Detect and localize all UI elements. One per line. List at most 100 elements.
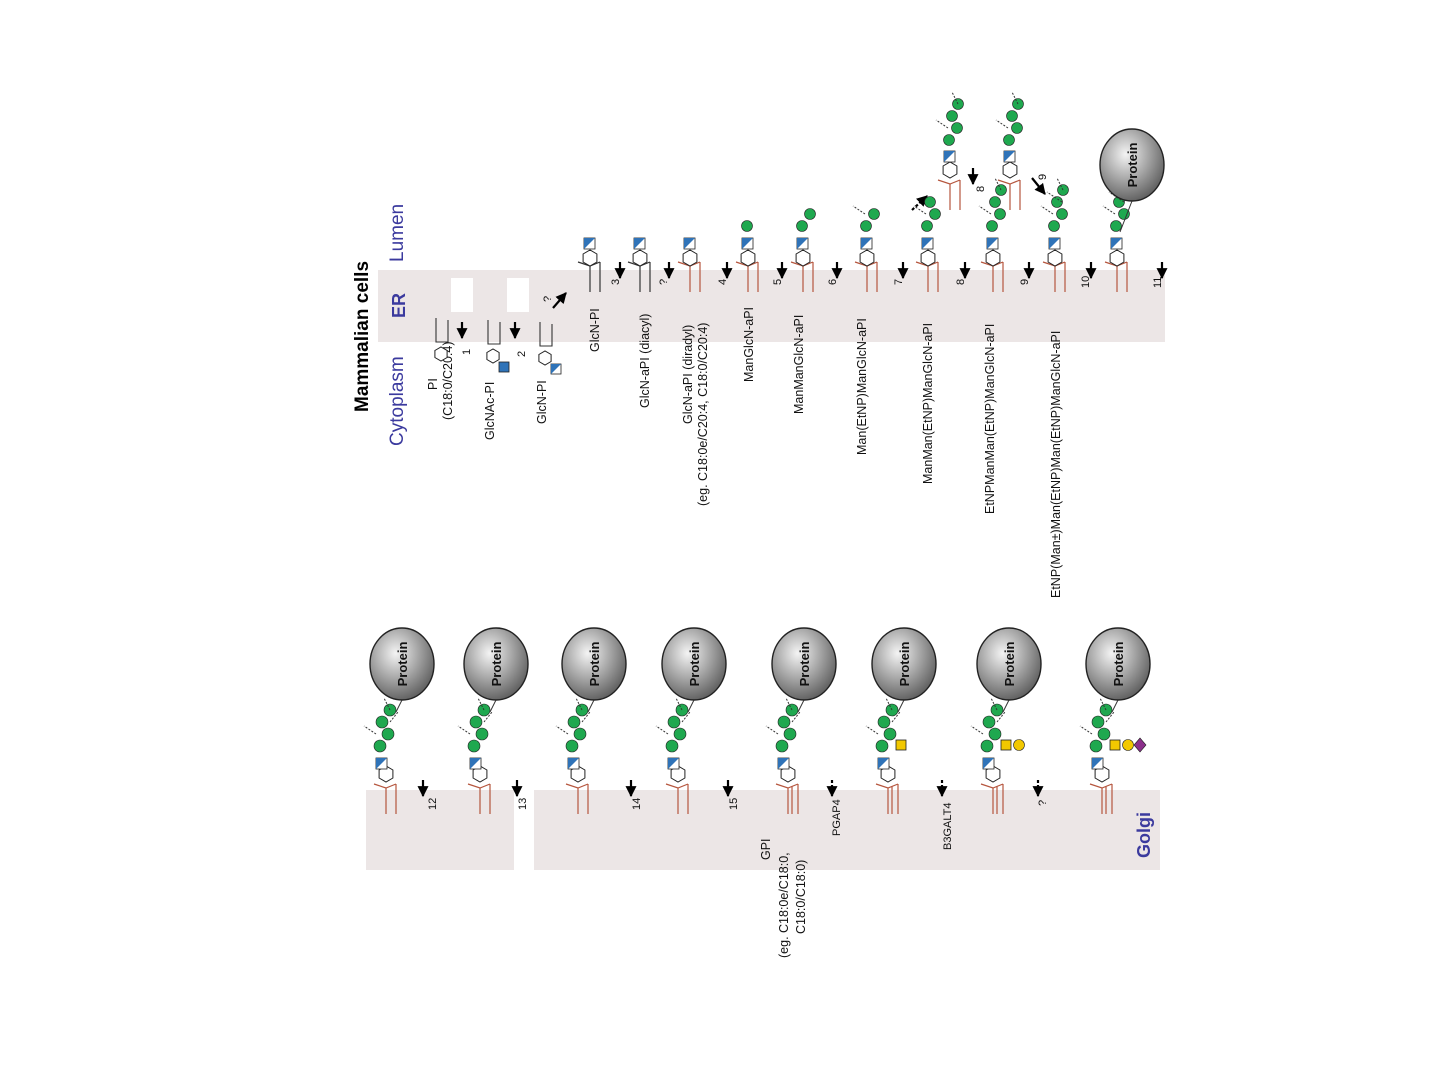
golgi-band-right <box>534 790 1160 870</box>
glcn-half-fill <box>778 758 789 769</box>
protein-label: Protein <box>1111 642 1126 687</box>
glcn-half-fill <box>470 758 481 769</box>
region-lumen: Lumen <box>387 204 408 262</box>
step-3: 3 <box>610 279 622 285</box>
etnp-linker <box>581 711 591 723</box>
mannose-circle <box>783 727 797 741</box>
etnp-linker <box>575 697 583 711</box>
etnp-linker <box>555 725 569 735</box>
step-golgi-unknown: ? <box>1037 800 1049 806</box>
golgi-gpi-glyph <box>457 697 493 814</box>
glycerol-backbone <box>937 179 961 185</box>
glycerol-backbone <box>665 783 689 789</box>
glcn-half-fill <box>684 238 695 249</box>
glycerol-backbone <box>875 783 899 789</box>
glcn-half-fill <box>1049 238 1060 249</box>
etnp-linker <box>1099 697 1107 711</box>
step-8: 8 <box>955 279 967 285</box>
etnp-linker <box>1056 177 1064 191</box>
region-golgi: Golgi <box>1134 812 1154 858</box>
glcn-half-fill <box>551 364 561 374</box>
mannose-circle <box>665 739 679 753</box>
label-glcnac-pi: GlcNAc-PI <box>483 382 497 440</box>
golgi-gpi-glyph <box>865 697 907 814</box>
label-glcn-api-diradyl: GlcN-aPI (diradyl) <box>681 325 695 424</box>
etnp-linker <box>978 205 992 215</box>
mannose-circle <box>1011 122 1023 134</box>
protein-linker <box>1111 699 1119 713</box>
etnp-linker <box>885 697 893 711</box>
label-gpi-lipids-2: C18:0/C18:0) <box>794 860 808 934</box>
etnp-linker <box>990 697 998 711</box>
gpi-intermediate-glyph <box>1040 177 1069 292</box>
mannose-circle <box>469 715 483 729</box>
glcn-half-fill <box>987 238 998 249</box>
mannose-circle <box>673 727 687 741</box>
step-15: 15 <box>728 798 740 810</box>
glcn-half-fill <box>1111 238 1122 249</box>
mannose-circle <box>741 220 753 232</box>
glcn-half-fill <box>861 238 872 249</box>
glycerol-backbone <box>565 783 589 789</box>
inositol-ring <box>1047 249 1063 267</box>
step-12: 12 <box>427 798 439 810</box>
etnp-linker <box>477 697 485 711</box>
mannose-circle <box>929 208 941 220</box>
inositol-ring <box>632 249 648 267</box>
mannose-circle <box>860 220 872 232</box>
protein-linker <box>587 699 595 713</box>
etnp-linker <box>1102 205 1116 215</box>
glcn-half-fill <box>797 238 808 249</box>
inositol-ring <box>582 249 598 267</box>
protein-golgi-4: Protein <box>771 627 837 701</box>
mannose-circle <box>875 739 889 753</box>
protein-golgi-6: Protein <box>976 627 1042 701</box>
protein-golgi-1: Protein <box>463 627 529 701</box>
inositol-ring <box>538 350 552 366</box>
mannose-circle <box>943 134 955 146</box>
step-11: 11 <box>1152 277 1164 288</box>
label-glcn-api-lipids: (eg. C18:0e/C20:4, C18:0/C20:4) <box>696 323 710 506</box>
mannose-circle <box>1091 715 1105 729</box>
gpi-intermediate-glyph <box>577 237 601 292</box>
step-13: 13 <box>517 798 529 810</box>
inositol-ring <box>378 765 394 783</box>
mannose-circle <box>1048 220 1060 232</box>
label-pi: PI <box>426 378 440 390</box>
protein-linker <box>687 699 695 713</box>
protein-label: Protein <box>587 642 602 687</box>
glcn-half-fill <box>922 238 933 249</box>
mannose-circle <box>921 220 933 232</box>
gpi-intermediate-glyph <box>852 205 880 292</box>
mannose-circle <box>373 739 387 753</box>
step-pgap4: PGAP4 <box>831 799 843 836</box>
mannose-circle <box>573 727 587 741</box>
inositol-ring <box>740 249 756 267</box>
glycerol-backbone <box>373 783 397 789</box>
etnp-linker <box>1105 711 1115 723</box>
gpi-intermediate-glyph <box>627 237 651 292</box>
mannose-circle <box>1051 196 1063 208</box>
inositol-ring <box>880 765 896 783</box>
etnp-linker <box>865 725 879 735</box>
etnp-linker <box>457 725 471 735</box>
mannose-circle <box>1056 208 1068 220</box>
galnac-square <box>895 739 907 751</box>
etnp-linker <box>995 119 1009 129</box>
glcnac-square <box>498 361 510 373</box>
mannose-circle <box>1006 110 1018 122</box>
inositol-ring <box>920 249 936 267</box>
mannose-circle <box>868 208 880 220</box>
protein-label: Protein <box>489 642 504 687</box>
golgi-gpi-glyph <box>655 697 691 814</box>
label-glcn-api-diacyl: GlcN-aPI (diacyl) <box>638 314 652 408</box>
mannose-circle <box>1097 727 1111 741</box>
protein-golgi-3: Protein <box>661 627 727 701</box>
protein-er: Protein <box>1099 128 1165 202</box>
step-5: 5 <box>772 279 784 285</box>
sialic-acid-diamond <box>1133 737 1147 753</box>
glcn-half-fill <box>878 758 889 769</box>
gpi-intermediate-glyph <box>913 196 941 292</box>
region-er: ER <box>389 293 409 318</box>
